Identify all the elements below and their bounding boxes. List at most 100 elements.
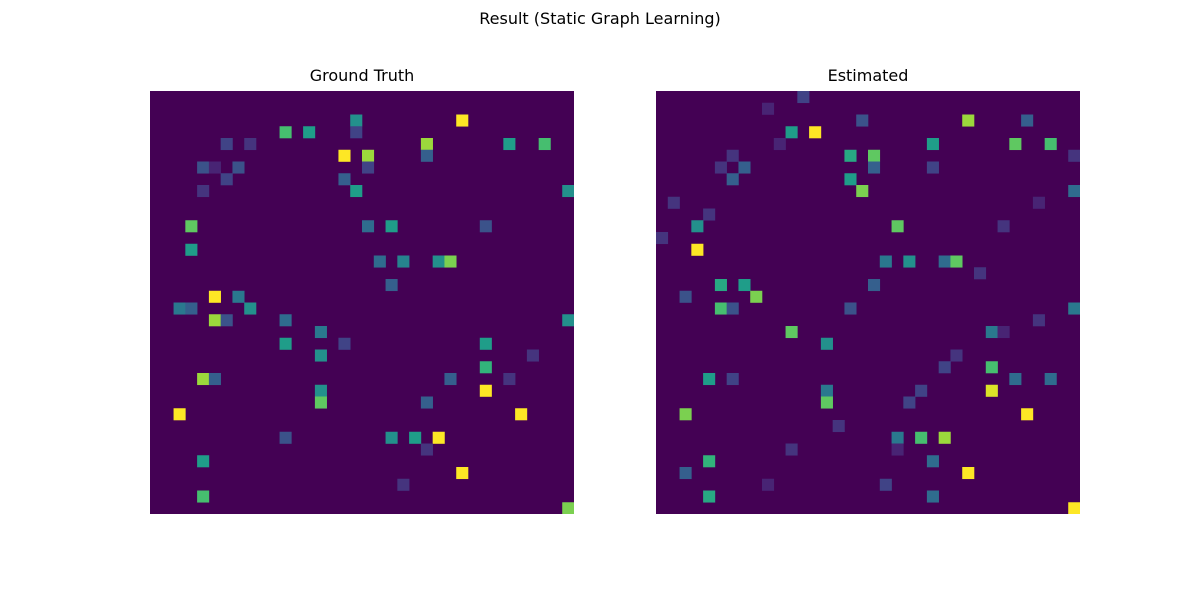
heatmap-cell [362,161,375,174]
heatmap-cell [985,384,998,397]
heatmap-cell [938,431,951,444]
heatmap-cell [962,114,975,127]
heatmap-cell [232,290,245,303]
heatmap-cell [1068,185,1080,198]
heatmap-cell [385,220,398,233]
heatmap-cell [232,161,245,174]
heatmap-cell [844,302,857,315]
heatmap-cell [373,255,386,268]
heatmap-cell [938,255,951,268]
heatmap-cell [714,161,727,174]
heatmap-cell [1044,138,1057,151]
heatmap-cell [703,373,716,386]
heatmap-cell [703,455,716,468]
heatmap-cell [397,478,410,491]
heatmap-cell [773,138,786,151]
heatmap-cell [244,302,257,315]
heatmap-cell [1032,196,1045,209]
heatmap-cell [185,220,198,233]
figure-title: Result (Static Graph Learning) [479,9,721,28]
heatmap-cell [385,279,398,292]
heatmap-cell [691,220,704,233]
heatmap-cell [1044,373,1057,386]
heatmap-cell [197,490,210,503]
heatmap-cell [691,243,704,256]
heatmap-cell [726,302,739,315]
heatmap-cell [444,255,457,268]
heatmap-cell [562,502,574,514]
heatmap-cell [868,279,881,292]
heatmap-cell [350,126,363,139]
heatmap-cell [503,373,516,386]
heatmap-cell [197,185,210,198]
heatmap-cell [314,326,327,339]
heatmap-cell [244,138,257,151]
heatmap-cell [903,396,916,409]
heatmap-cell [479,361,492,374]
heatmap-cell [385,431,398,444]
heatmap-cell [338,149,351,162]
heatmap-cell [844,173,857,186]
heatmap-cell [820,337,833,350]
heatmap-cell [703,208,716,221]
heatmap-cell [1009,373,1022,386]
heatmap-cell [420,149,433,162]
heatmap-cell [562,185,574,198]
heatmap-cell [726,149,739,162]
heatmap-cell [1068,149,1080,162]
heatmap-cell [714,279,727,292]
heatmap-cell [1021,408,1034,421]
heatmap-cell [279,314,292,327]
heatmap-cell [856,185,869,198]
heatmap-cell [891,431,904,444]
heatmap-cell [420,138,433,151]
heatmap-cell [338,337,351,350]
heatmap-cell [279,126,292,139]
heatmap-cell [220,138,233,151]
heatmap-cell [279,431,292,444]
heatmap-cell [185,243,198,256]
heatmap-cell [726,173,739,186]
panel-title-ground-truth: Ground Truth [309,66,415,85]
heatmap-cell [185,302,198,315]
heatmap-estimated [656,91,1080,514]
heatmap-cell [915,384,928,397]
heatmap-cell [950,349,963,362]
heatmap-cell [432,255,445,268]
heatmap-cell [456,114,469,127]
heatmap-cell [515,408,528,421]
heatmap-cell [997,326,1010,339]
heatmap-cell [985,326,998,339]
heatmap-cell [667,196,680,209]
heatmap-ground-truth [150,91,574,514]
heatmap-cell [479,384,492,397]
heatmap-cell [785,326,798,339]
heatmap-cell [856,114,869,127]
heatmap-cell [985,361,998,374]
heatmap-cell [891,220,904,233]
heatmap-cell [962,467,975,480]
heatmap-cell [679,290,692,303]
heatmap-cell [820,396,833,409]
heatmap-cell [950,255,963,268]
heatmap-cell [926,138,939,151]
heatmap-cell [656,232,669,245]
heatmap-cell [785,126,798,139]
heatmap-cell [538,138,551,151]
heatmap-cell [420,443,433,456]
heatmap-cell [208,314,221,327]
heatmap-cell [868,161,881,174]
heatmap-cell [679,408,692,421]
heatmap-cell [479,220,492,233]
heatmap-cell [503,138,516,151]
heatmap-cell [1009,138,1022,151]
heatmap-cell [1021,114,1034,127]
panel-title-estimated: Estimated [827,66,909,85]
heatmap-cell [832,420,845,433]
heatmap-cell [1068,502,1080,514]
heatmap-cell [926,161,939,174]
heatmap-cell [726,373,739,386]
heatmap-cell [809,126,822,139]
heatmap-cell [173,302,186,315]
heatmap-cell [926,455,939,468]
